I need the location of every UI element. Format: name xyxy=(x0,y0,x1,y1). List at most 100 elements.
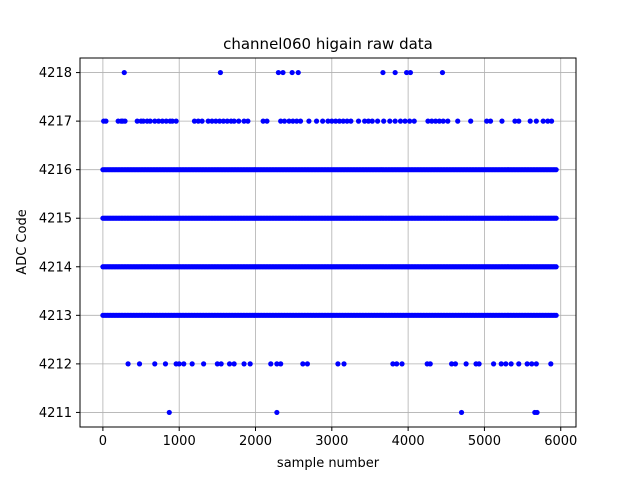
data-point xyxy=(452,361,459,367)
data-point xyxy=(278,361,284,367)
data-point xyxy=(429,118,435,124)
data-point xyxy=(295,69,301,76)
data-point xyxy=(390,361,396,367)
data-point xyxy=(533,361,539,367)
data-point xyxy=(217,118,223,124)
x-tick-label: 0 xyxy=(99,434,107,449)
data-point xyxy=(402,118,408,124)
data-point xyxy=(306,118,312,124)
data-point xyxy=(289,69,295,76)
data-point xyxy=(458,409,465,416)
data-point xyxy=(136,361,143,367)
data-point xyxy=(534,409,540,416)
x-tick-label: 6000 xyxy=(544,434,577,449)
data-point xyxy=(533,118,539,124)
data-point xyxy=(205,118,211,124)
data-point xyxy=(362,118,368,124)
data-point xyxy=(304,361,310,367)
data-point xyxy=(455,118,461,124)
data-point xyxy=(425,118,431,124)
y-tick-label: 4212 xyxy=(39,357,72,372)
data-point xyxy=(529,361,535,367)
y-axis-label: ADC Code xyxy=(15,209,30,274)
data-point xyxy=(436,118,443,124)
data-point xyxy=(297,118,304,124)
data-point xyxy=(340,118,346,124)
data-point xyxy=(499,118,505,124)
data-point xyxy=(162,361,169,367)
data-point xyxy=(369,118,375,124)
data-point xyxy=(516,118,522,124)
data-point xyxy=(548,361,554,367)
x-tick-label: 3000 xyxy=(315,434,348,449)
data-point xyxy=(313,118,320,124)
data-point xyxy=(411,118,417,124)
x-tick-label: 5000 xyxy=(468,434,501,449)
data-point xyxy=(274,409,280,416)
data-point xyxy=(365,118,372,124)
data-point xyxy=(134,118,140,124)
data-point xyxy=(166,409,172,416)
data-point xyxy=(122,118,128,124)
data-point xyxy=(335,361,341,367)
data-point xyxy=(333,118,339,124)
data-point xyxy=(449,361,455,367)
y-tick-label: 4218 xyxy=(39,66,72,81)
data-point xyxy=(241,361,247,367)
data-point xyxy=(245,118,251,124)
data-point xyxy=(280,69,286,76)
data-point xyxy=(286,118,292,124)
y-tick-label: 4213 xyxy=(39,309,72,324)
x-tick-label: 2000 xyxy=(239,434,272,449)
data-point xyxy=(439,69,446,76)
data-point xyxy=(553,312,559,318)
data-point xyxy=(336,118,343,124)
data-point xyxy=(231,118,237,124)
data-points xyxy=(100,69,559,416)
data-point xyxy=(294,118,300,124)
data-point xyxy=(300,361,306,367)
data-point xyxy=(224,118,230,124)
data-point xyxy=(508,361,514,367)
data-point xyxy=(209,118,215,124)
data-point xyxy=(392,118,398,124)
data-point xyxy=(484,118,490,124)
data-point xyxy=(440,118,446,124)
data-point xyxy=(399,361,405,367)
data-point xyxy=(548,118,555,124)
data-point xyxy=(463,361,469,367)
data-point xyxy=(140,118,146,124)
data-point xyxy=(199,118,205,124)
y-tick-label: 4215 xyxy=(39,212,72,227)
data-point xyxy=(176,361,182,367)
data-point xyxy=(375,118,381,124)
data-point xyxy=(427,361,433,367)
data-point xyxy=(432,118,439,124)
data-point xyxy=(545,118,551,124)
data-point xyxy=(268,361,274,367)
data-point xyxy=(487,118,494,124)
data-point xyxy=(274,361,280,367)
data-point xyxy=(553,264,559,270)
data-point xyxy=(147,118,153,124)
data-point xyxy=(191,118,198,124)
data-point xyxy=(524,361,530,367)
plot-frame xyxy=(79,57,577,428)
data-point xyxy=(394,361,400,367)
data-point xyxy=(344,118,350,124)
data-point xyxy=(103,118,109,124)
data-point xyxy=(490,361,497,367)
data-point xyxy=(381,118,387,124)
y-tick-label: 4217 xyxy=(39,115,72,130)
data-point xyxy=(445,118,451,124)
chart-title: channel060 higain raw data xyxy=(223,35,433,53)
data-point xyxy=(220,118,227,124)
data-point xyxy=(516,361,522,367)
data-point xyxy=(468,118,474,124)
data-point xyxy=(181,361,187,367)
data-point xyxy=(387,118,393,124)
data-point xyxy=(320,118,326,124)
